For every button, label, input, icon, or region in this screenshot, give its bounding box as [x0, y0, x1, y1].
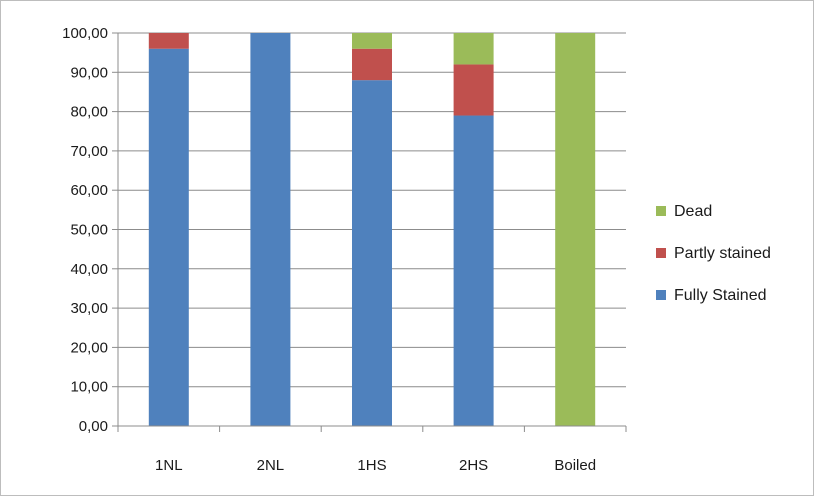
y-tick-label: 100,00	[62, 25, 108, 42]
bar-segment	[352, 48, 392, 81]
y-tick-label: 60,00	[70, 182, 108, 199]
x-tick-label: 1HS	[357, 457, 386, 474]
y-tick-label: 70,00	[70, 143, 108, 160]
y-tick-label: 90,00	[70, 64, 108, 81]
y-tick-label: 40,00	[70, 261, 108, 278]
bar-segment	[148, 48, 189, 426]
x-tick-label: Boiled	[554, 457, 596, 474]
x-tick-label: 2NL	[257, 457, 285, 474]
legend-label: Dead	[674, 203, 712, 220]
bar-segment	[250, 33, 291, 426]
y-tick-label: 50,00	[70, 222, 108, 239]
legend-label: Partly stained	[674, 245, 771, 262]
y-tick-label: 30,00	[70, 300, 108, 317]
y-tick-label: 10,00	[70, 379, 108, 396]
legend: Dead Partly stained Fully Stained	[656, 203, 771, 304]
y-tick-label: 20,00	[70, 339, 108, 356]
x-tick-label: 1NL	[155, 457, 183, 474]
bar-segment	[453, 64, 494, 116]
legend-label: Fully Stained	[674, 287, 767, 304]
bar-segment	[352, 33, 392, 49]
y-tick-label: 80,00	[70, 104, 108, 121]
y-tick-label: 0,00	[79, 418, 108, 435]
bar-segment	[453, 115, 494, 426]
bars	[148, 33, 596, 426]
y-tick-labels: 0,00 10,00 20,00 30,00 40,00 50,00 60,00 70,00 8…	[62, 25, 108, 435]
axes	[117, 33, 627, 432]
bar-segment	[352, 80, 392, 426]
bar-segment	[148, 33, 189, 49]
legend-swatch	[656, 206, 666, 216]
bar-segment	[453, 33, 494, 65]
x-tick-label: 2HS	[459, 457, 488, 474]
x-tick-labels: 1NL 2NL 1HS 2HS Boiled	[155, 457, 596, 474]
bar-segment	[555, 33, 596, 426]
legend-swatch	[656, 290, 666, 300]
legend-swatch	[656, 248, 666, 258]
